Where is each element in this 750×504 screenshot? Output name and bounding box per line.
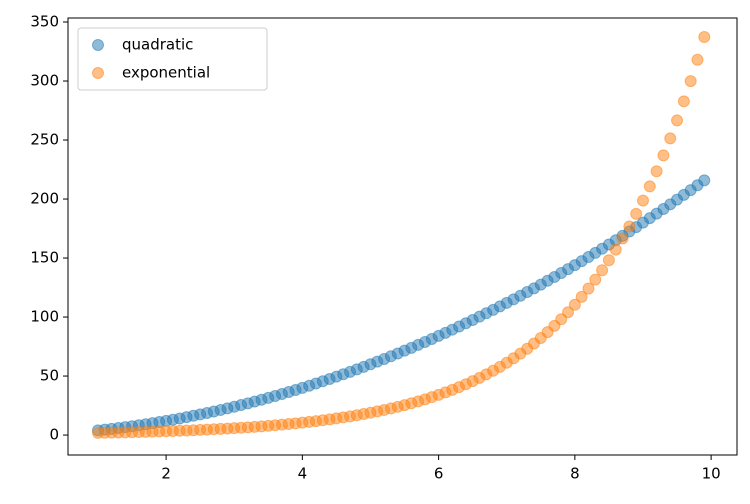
point <box>582 282 595 295</box>
point <box>630 207 643 220</box>
y-tick-label: 350 <box>30 13 59 31</box>
y-tick-label: 50 <box>40 367 59 385</box>
x-tick-label: 6 <box>434 465 444 483</box>
point <box>623 220 636 233</box>
y-tick-label: 200 <box>30 190 59 208</box>
point <box>589 273 602 286</box>
point <box>609 243 622 256</box>
plot-frame <box>67 17 738 456</box>
point <box>684 75 697 88</box>
legend-marker <box>92 67 104 79</box>
y-tick-label: 100 <box>30 308 59 326</box>
point <box>562 306 575 319</box>
y-tick-label: 0 <box>49 426 59 444</box>
legend-marker <box>92 39 104 51</box>
y-tick-label: 250 <box>30 131 59 149</box>
legend-box <box>77 27 268 91</box>
point <box>602 254 615 267</box>
legend-label: exponential <box>122 64 210 82</box>
x-tick-label: 10 <box>702 465 721 483</box>
point <box>677 95 690 108</box>
point <box>698 31 711 43</box>
y-tick-label: 150 <box>30 249 59 267</box>
point <box>657 149 670 162</box>
x-tick-label: 2 <box>161 465 171 483</box>
legend-label: quadratic <box>122 36 193 54</box>
point <box>616 232 629 245</box>
x-tick-label: 8 <box>570 465 580 483</box>
point <box>650 165 663 178</box>
point <box>643 180 656 193</box>
point <box>636 194 649 207</box>
point <box>691 53 704 66</box>
point <box>698 174 711 187</box>
point <box>568 298 581 311</box>
y-tick-label: 300 <box>30 72 59 90</box>
x-tick-label: 4 <box>298 465 308 483</box>
point <box>575 290 588 303</box>
point <box>664 132 677 145</box>
point <box>596 264 609 277</box>
point <box>671 114 684 127</box>
